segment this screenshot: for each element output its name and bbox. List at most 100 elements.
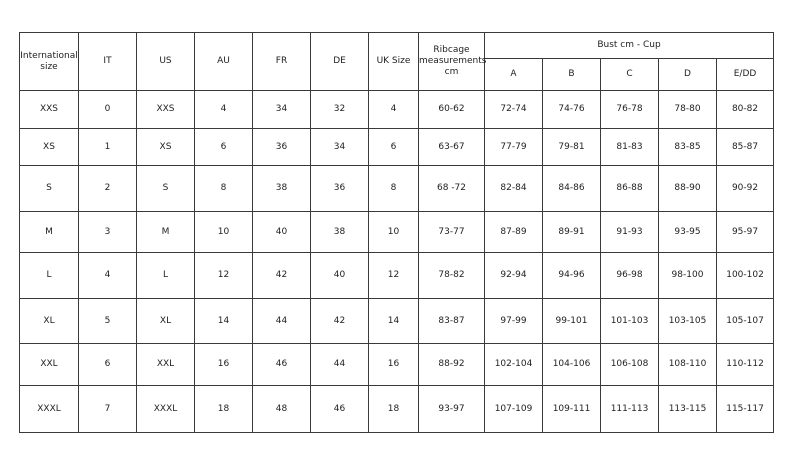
bust-cup-group-header: Bust cm - Cup	[483, 32, 775, 59]
table-cell: 91-93	[600, 211, 659, 253]
table-cell: XXXL	[136, 385, 195, 433]
header-row: International size IT US AU FR DE UK Size Ribca…	[19, 32, 775, 91]
table-cell: 36	[310, 165, 369, 212]
table-cell: 42	[310, 298, 369, 344]
table-row: L 4 L 12 42 40 12 78-82 92-94 94-96 96-98 98-100 100…	[19, 252, 775, 299]
table-cell: M	[136, 211, 195, 253]
table-cell: 4	[368, 90, 419, 129]
table-cell: 101-103	[600, 298, 659, 344]
table-cell: 98-100	[658, 252, 717, 299]
table-cell: L	[19, 252, 79, 299]
table-cell: 80-82	[715, 90, 775, 129]
table-cell: 108-110	[658, 343, 717, 386]
table-cell: 88-90	[658, 165, 717, 212]
table-cell: 93-97	[418, 385, 485, 433]
table-cell: 3	[78, 211, 137, 253]
table-cell: 95-97	[715, 211, 775, 253]
table-cell: 16	[368, 343, 419, 386]
table-cell: 77-79	[484, 128, 543, 166]
table-cell: 92-94	[484, 252, 543, 299]
table-cell: 10	[368, 211, 419, 253]
table-cell: 78-82	[418, 252, 485, 299]
table-cell: 115-117	[715, 385, 775, 433]
table-row: S 2 S 8 38 36 8 68 -72 82-84 84-86 86-88 88-90 90-92	[19, 165, 775, 212]
table-cell: 40	[310, 252, 369, 299]
table-cell: 90-92	[715, 165, 775, 212]
table-header: International size IT US AU FR DE UK Size Ribca…	[19, 32, 775, 91]
table-cell: 14	[368, 298, 419, 344]
column-header: US	[136, 32, 195, 91]
table-cell: 6	[78, 343, 137, 386]
table-cell: 46	[252, 343, 311, 386]
table-cell: L	[136, 252, 195, 299]
table-cell: 84-86	[542, 165, 601, 212]
table-cell: 104-106	[542, 343, 601, 386]
table-cell: 12	[194, 252, 253, 299]
column-header: AU	[194, 32, 253, 91]
table-cell: 42	[252, 252, 311, 299]
table-cell: 1	[78, 128, 137, 166]
table-cell: 100-102	[715, 252, 775, 299]
table-cell: 97-99	[484, 298, 543, 344]
table-cell: 110-112	[715, 343, 775, 386]
table-cell: 72-74	[484, 90, 543, 129]
table-cell: 10	[194, 211, 253, 253]
table-cell: 83-87	[418, 298, 485, 344]
table-cell: 107-109	[484, 385, 543, 433]
table-cell: XS	[136, 128, 195, 166]
table-cell: XL	[136, 298, 195, 344]
table-cell: 88-92	[418, 343, 485, 386]
table-cell: 34	[252, 90, 311, 129]
table-cell: 7	[78, 385, 137, 433]
table-cell: 102-104	[484, 343, 543, 386]
table-cell: 82-84	[484, 165, 543, 212]
table-cell: 109-111	[542, 385, 601, 433]
table-cell: 8	[194, 165, 253, 212]
table-cell: 87-89	[484, 211, 543, 253]
column-header: UK Size	[368, 32, 419, 91]
table-cell: S	[136, 165, 195, 212]
table-row: XS 1 XS 6 36 34 6 63-67 77-79 79-81 81-83 83-85 85-8…	[19, 128, 775, 166]
table-cell: 5	[78, 298, 137, 344]
table-row: XXXL 7 XXXL 18 48 46 18 93-97 107-109 109-111 111-…	[19, 385, 775, 433]
table-cell: 81-83	[600, 128, 659, 166]
cup-header: B	[542, 58, 601, 91]
table-cell: XL	[19, 298, 79, 344]
table-cell: 36	[252, 128, 311, 166]
cup-header-row: A B C D E/DD	[20, 58, 775, 91]
table-cell: XXL	[136, 343, 195, 386]
table-cell: 103-105	[658, 298, 717, 344]
table-cell: 76-78	[600, 90, 659, 129]
table-cell: 48	[252, 385, 311, 433]
table-cell: 73-77	[418, 211, 485, 253]
table-cell: 40	[252, 211, 311, 253]
table-cell: XXS	[136, 90, 195, 129]
table-cell: 96-98	[600, 252, 659, 299]
table-cell: 44	[252, 298, 311, 344]
cup-header: A	[484, 58, 543, 91]
table-cell: 12	[368, 252, 419, 299]
cup-header: C	[600, 58, 659, 91]
table-cell: 99-101	[542, 298, 601, 344]
table-cell: 38	[252, 165, 311, 212]
table-cell: 38	[310, 211, 369, 253]
table-cell: 105-107	[715, 298, 775, 344]
table-cell: 2	[78, 165, 137, 212]
table-cell: 94-96	[542, 252, 601, 299]
table-cell: 85-87	[715, 128, 775, 166]
size-chart-table: International size IT US AU FR DE UK Size Ribca…	[19, 32, 775, 433]
table-cell: 83-85	[658, 128, 717, 166]
table-cell: 60-62	[418, 90, 485, 129]
column-header: International size	[19, 32, 79, 91]
table-cell: 63-67	[418, 128, 485, 166]
table-cell: 68 -72	[418, 165, 485, 212]
table-cell: 6	[194, 128, 253, 166]
table-cell: 32	[310, 90, 369, 129]
column-header: DE	[310, 32, 369, 91]
table-cell: 74-76	[542, 90, 601, 129]
table-cell: 111-113	[600, 385, 659, 433]
cup-header: E/DD	[715, 58, 775, 91]
table-row: XL 5 XL 14 44 42 14 83-87 97-99 99-101 101-103 103-…	[19, 298, 775, 344]
table-cell: 34	[310, 128, 369, 166]
table-cell: 4	[78, 252, 137, 299]
